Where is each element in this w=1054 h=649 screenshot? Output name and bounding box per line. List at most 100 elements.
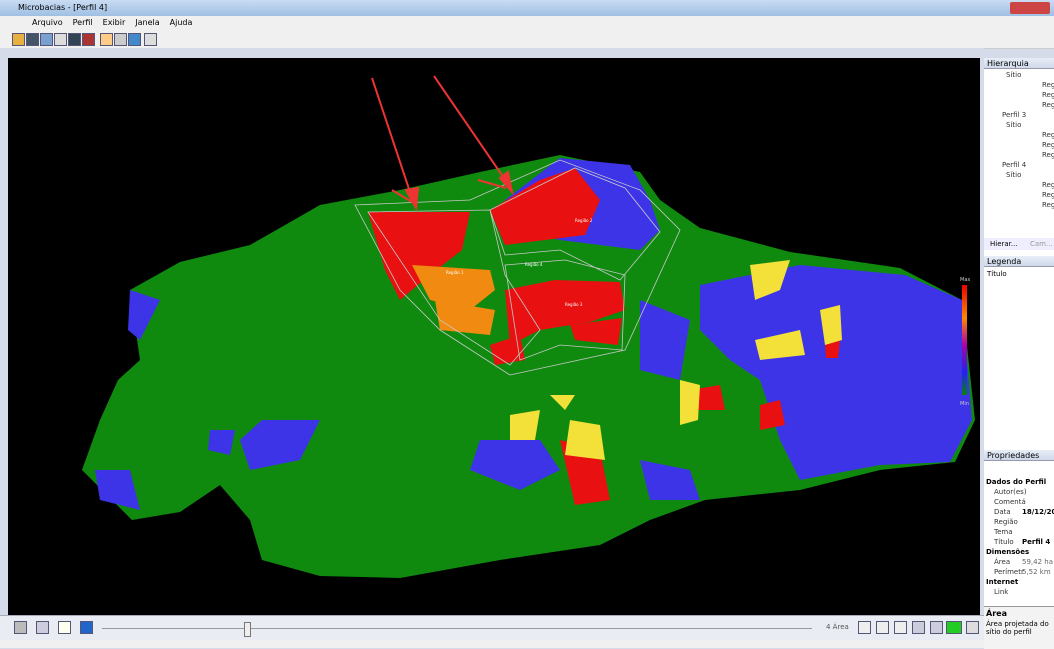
property: Área 59,42 ha (994, 558, 1054, 567)
menu-item[interactable]: Arquivo (32, 18, 63, 27)
property-label: Título (994, 538, 1014, 546)
panel-header: Propriedades (984, 450, 1054, 461)
region-label: Região 4 (525, 262, 543, 267)
tool-button[interactable] (40, 33, 53, 46)
tree-item[interactable]: Regi (1042, 91, 1054, 99)
blue-zones (95, 158, 972, 510)
map-view: Região 1 Região 2 Região 3 Região 4 Max … (0, 48, 984, 615)
menu-item[interactable]: Janela (135, 18, 160, 27)
tool-button[interactable] (12, 33, 25, 46)
property: Região (994, 518, 1054, 527)
status-bar (0, 640, 984, 648)
property-group[interactable]: Dimensões (986, 548, 1030, 556)
property: Tema (994, 528, 1054, 537)
tabs: Hierar... Cam... (984, 238, 1054, 250)
toolbar (0, 30, 1054, 49)
terrain (82, 155, 975, 578)
tool-button[interactable] (36, 621, 49, 634)
property-value: 59,42 ha (1022, 558, 1053, 566)
property-label: Perímetr (994, 568, 1024, 576)
tool-button[interactable] (68, 33, 81, 46)
description-title: Área (986, 609, 1007, 618)
tool-button[interactable] (894, 621, 907, 634)
legend-column: Título (987, 270, 1007, 278)
region-outlines (354, 159, 681, 376)
tool-button[interactable] (114, 33, 127, 46)
tool-button[interactable] (82, 33, 95, 46)
panel-header: Hierarquia (984, 58, 1054, 69)
tree-item[interactable]: Perfil 3 (1002, 111, 1027, 119)
scale-max: Max (960, 277, 970, 283)
tree-item[interactable]: Regi (1042, 131, 1054, 139)
property: Data 18/12/201 (994, 508, 1054, 517)
panel-header: Legenda (984, 256, 1054, 267)
slider-track (102, 628, 812, 629)
property-label: Autor(es) (994, 488, 1027, 496)
region-label: Região 3 (565, 302, 583, 307)
menu-item[interactable]: Exibir (102, 18, 126, 27)
tree-item[interactable]: Regi (1042, 81, 1054, 89)
window-title: Microbacias - [Perfil 4] (18, 3, 108, 12)
bottom-toolbar: 4 Área (0, 615, 984, 641)
yellow-zones (510, 260, 842, 460)
window-controls[interactable] (1010, 2, 1050, 14)
property-label: Área (994, 558, 1011, 566)
tab[interactable]: Hierar... (990, 240, 1018, 248)
tab[interactable]: Cam... (1030, 240, 1053, 248)
tool-button[interactable] (876, 621, 889, 634)
tool-button[interactable] (58, 621, 71, 634)
region-label: Região 2 (575, 218, 593, 223)
property: Link (994, 588, 1054, 597)
property: Título Perfil 4 (994, 538, 1054, 547)
property-label: Comentá (994, 498, 1026, 506)
property-value: 18/12/201 (1022, 508, 1054, 516)
tree-item[interactable]: Regi (1042, 141, 1054, 149)
tree-item[interactable]: Sítio (1006, 121, 1022, 129)
tool-button[interactable] (930, 621, 943, 634)
menu-item[interactable]: Perfil (72, 18, 93, 27)
tree-item[interactable]: Sítio (1006, 171, 1022, 179)
description-box: Área Área projetada do sítio do perfil (984, 606, 1054, 649)
tool-button[interactable] (80, 621, 93, 634)
tree-item[interactable]: Regi (1042, 191, 1054, 199)
tree-item[interactable]: Sítio (1006, 71, 1022, 79)
property-label: Data (994, 508, 1011, 516)
property-group[interactable]: Dados do Perfil (986, 478, 1047, 486)
property-label: Link (994, 588, 1009, 596)
tree-item[interactable]: Regi (1042, 101, 1054, 109)
menu-bar: Arquivo Perfil Exibir Janela Ajuda (0, 16, 1054, 30)
tool-button[interactable] (966, 621, 979, 634)
tree-item[interactable]: Regi (1042, 151, 1054, 159)
title-bar: Microbacias - [Perfil 4] (0, 0, 1054, 16)
property: Comentá (994, 498, 1054, 507)
tool-button[interactable] (26, 33, 39, 46)
side-panel: Hierarquia Sítio Regi Regi Regi Perfil 3… (984, 58, 1054, 649)
tool-button[interactable] (14, 621, 27, 634)
property: Perímetr 5,52 km (994, 568, 1054, 577)
tool-button[interactable] (100, 33, 113, 46)
tool-button[interactable] (946, 621, 962, 634)
arrows (371, 75, 514, 212)
tool-button[interactable] (144, 33, 157, 46)
property-label: Região (994, 518, 1018, 526)
tree-item[interactable]: Regi (1042, 201, 1054, 209)
property-group[interactable]: Internet (986, 578, 1019, 586)
color-scale (962, 285, 967, 395)
region-label: Região 1 (446, 270, 464, 275)
menu-item[interactable]: Ajuda (169, 18, 193, 27)
tool-button[interactable] (54, 33, 67, 46)
description-text: Área projetada do sítio do perfil (986, 620, 1049, 636)
area-label: 4 Área (826, 623, 849, 631)
property: Autor(es) (994, 488, 1054, 497)
tree-item[interactable]: Regi (1042, 181, 1054, 189)
property-value: Perfil 4 (1022, 538, 1051, 546)
property-value: 5,52 km (1022, 568, 1051, 576)
tool-button[interactable] (128, 33, 141, 46)
slider-thumb[interactable] (244, 622, 251, 637)
tool-button[interactable] (912, 621, 925, 634)
tool-button[interactable] (858, 621, 871, 634)
scale-min: Min (960, 401, 969, 407)
property-label: Tema (994, 528, 1013, 536)
tree-item[interactable]: Perfil 4 (1002, 161, 1027, 169)
